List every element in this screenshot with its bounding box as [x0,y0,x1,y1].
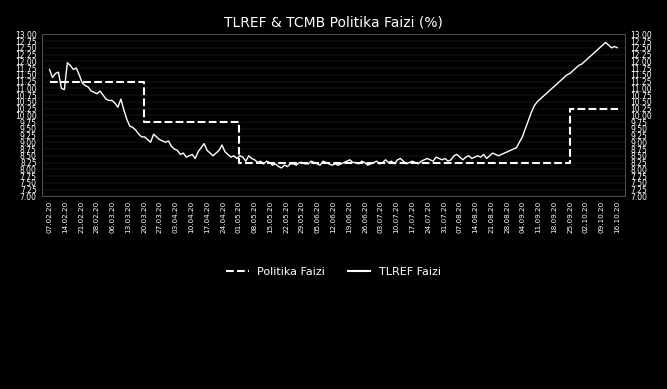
Legend: Politika Faizi, TLREF Faizi: Politika Faizi, TLREF Faizi [222,263,445,281]
Title: TLREF & TCMB Politika Faizi (%): TLREF & TCMB Politika Faizi (%) [224,15,443,29]
